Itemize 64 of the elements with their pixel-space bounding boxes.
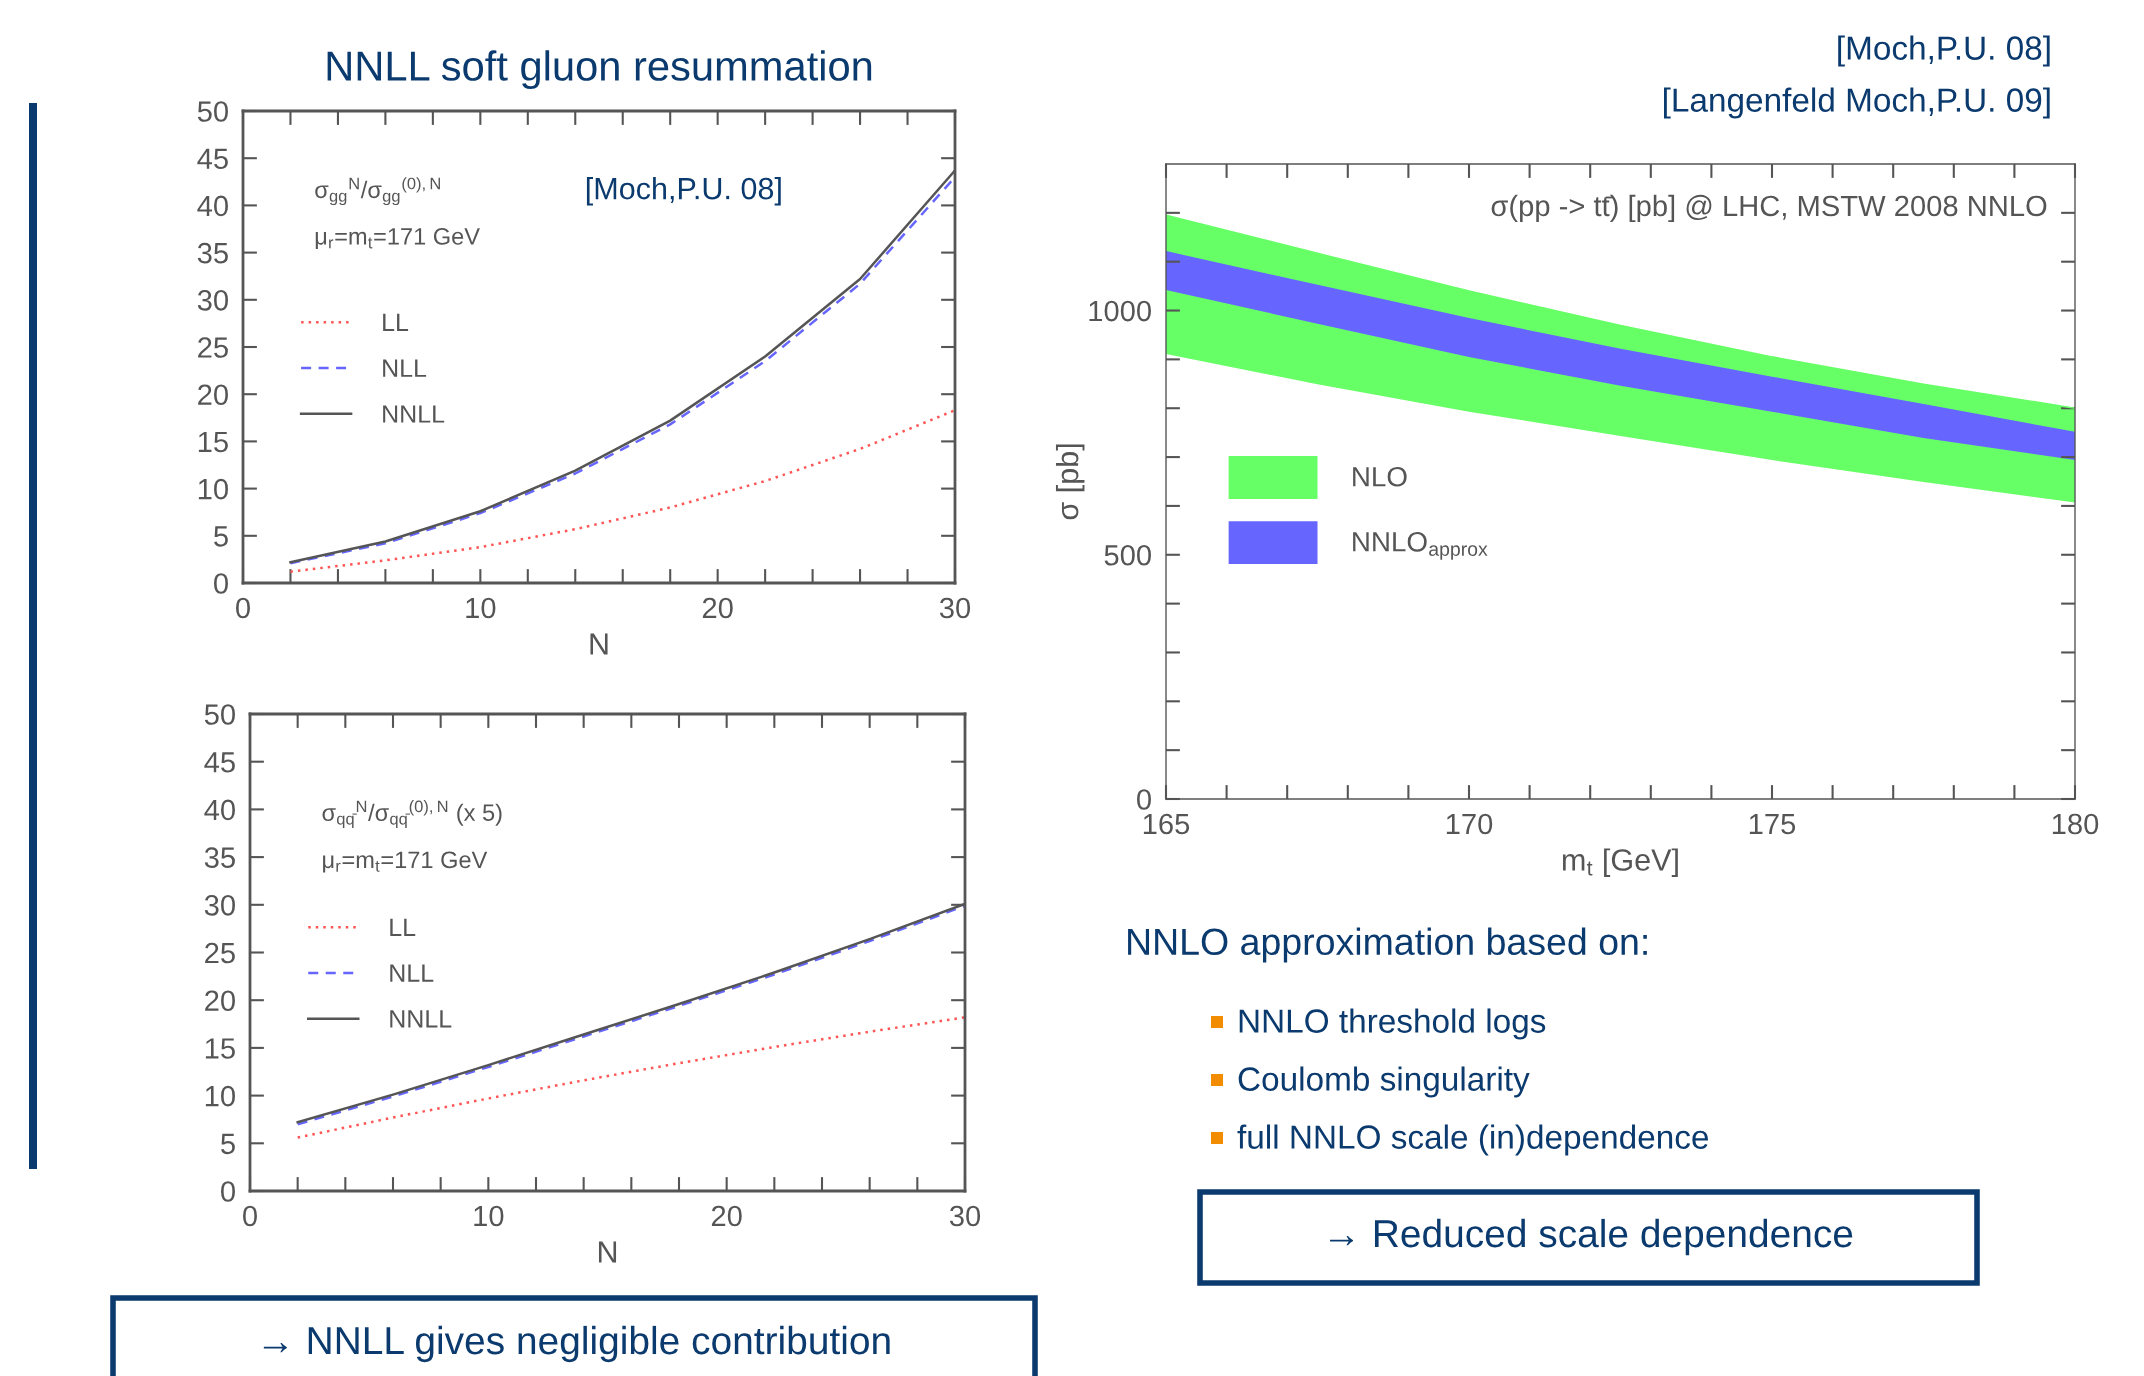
annotation: σ$_{qq̄}$$^{N}$/σ$_{qq̄}$$^{(0),N}$ (x 5) (322, 800, 502, 828)
y-tick-label: 15 (198, 431, 228, 453)
text: full NNLO scale (in)dependence (1237, 1124, 1708, 1156)
x-tick-label: 0 (243, 1205, 257, 1227)
y-tick-label: 5 (221, 1133, 235, 1155)
legend-label: LL (383, 313, 409, 331)
text: σ(pp -> tt̄) [pb] @ LHC, MSTW 2008 NNLO (1491, 194, 2047, 223)
y-tick-label: 0 (221, 1181, 235, 1202)
x-tick-label: 30 (939, 597, 971, 619)
x-tick-label: 10 (474, 1205, 504, 1227)
x-axis-title: m$_{t}$ [GeV] (1562, 848, 1678, 877)
x-tick-label: 30 (949, 1205, 981, 1227)
legend-label: NLO (1353, 466, 1407, 487)
y-tick-label: 30 (204, 895, 235, 916)
text: Coulomb singularity (1238, 1066, 1530, 1098)
y-tick-label: 30 (197, 290, 228, 311)
y-tick-label: 40 (197, 195, 228, 217)
legend-label: NNLL (390, 1010, 452, 1028)
legend-label: NLL (383, 359, 427, 377)
x-tick-label: 180 (2052, 813, 2099, 835)
x-tick-label: 165 (1143, 813, 1190, 835)
y-tick-label: 35 (197, 242, 228, 264)
y-tick-label: 10 (198, 478, 228, 500)
x-axis-title: N (598, 1241, 617, 1263)
chart-title: NNLL soft gluon resummation (327, 50, 872, 90)
legend-label: LL (390, 918, 416, 936)
y-tick-label: 50 (204, 704, 235, 725)
y-tick-label: 25 (198, 337, 228, 358)
y-tick-label: 15 (205, 1038, 235, 1059)
y-axis-title: σ [pb] (1055, 444, 1085, 520)
y-tick-label: 0 (1137, 789, 1151, 810)
y-tick-label: 50 (197, 101, 228, 122)
annotation: σ$_{gg}$$^{N}$/σ$_{gg}$$^{(0),N}$ (315, 177, 440, 206)
x-axis-title: N (590, 633, 608, 655)
text: → NNLL gives negligible contribution (263, 1325, 890, 1363)
x-tick-label: 170 (1446, 813, 1493, 835)
x-tick-label: 10 (466, 597, 496, 619)
text: [Langenfeld Moch,P.U. 09] (1664, 87, 2050, 119)
y-tick-label: 25 (205, 942, 235, 964)
y-tick-label: 1000 (1089, 300, 1151, 322)
legend-label: NNLO$_{approx}$ (1353, 531, 1488, 560)
y-tick-label: 0 (214, 573, 228, 594)
y-tick-label: 40 (204, 799, 235, 821)
y-tick-label: 45 (204, 752, 235, 773)
y-tick-label: 10 (205, 1085, 235, 1107)
x-tick-label: 175 (1749, 813, 1796, 835)
y-tick-label: 45 (197, 148, 228, 170)
text: [Moch,P.U. 08] (1838, 35, 2050, 67)
text: NNLO threshold logs (1239, 1008, 1546, 1040)
text: → Reduced scale dependence (1330, 1218, 1853, 1256)
annotation: [Moch,P.U. 08] (586, 177, 781, 206)
y-tick-label: 5 (214, 526, 228, 547)
legend-label: NNLL (383, 405, 445, 423)
legend-label: NLL (390, 964, 434, 982)
annotation: μ$_{r}$=m$_{t}$=171 GeV (315, 228, 480, 250)
text: NNLO approximation based on: (1128, 927, 1647, 963)
x-tick-label: 20 (702, 597, 733, 619)
y-tick-label: 500 (1104, 544, 1151, 566)
x-tick-label: 20 (711, 1205, 742, 1227)
y-tick-label: 20 (205, 990, 235, 1012)
annotation: μ$_{r}$=m$_{t}$=171 GeV (323, 851, 488, 873)
y-tick-label: 35 (204, 847, 235, 868)
y-tick-label: 20 (198, 384, 228, 406)
x-tick-label: 0 (236, 597, 250, 619)
